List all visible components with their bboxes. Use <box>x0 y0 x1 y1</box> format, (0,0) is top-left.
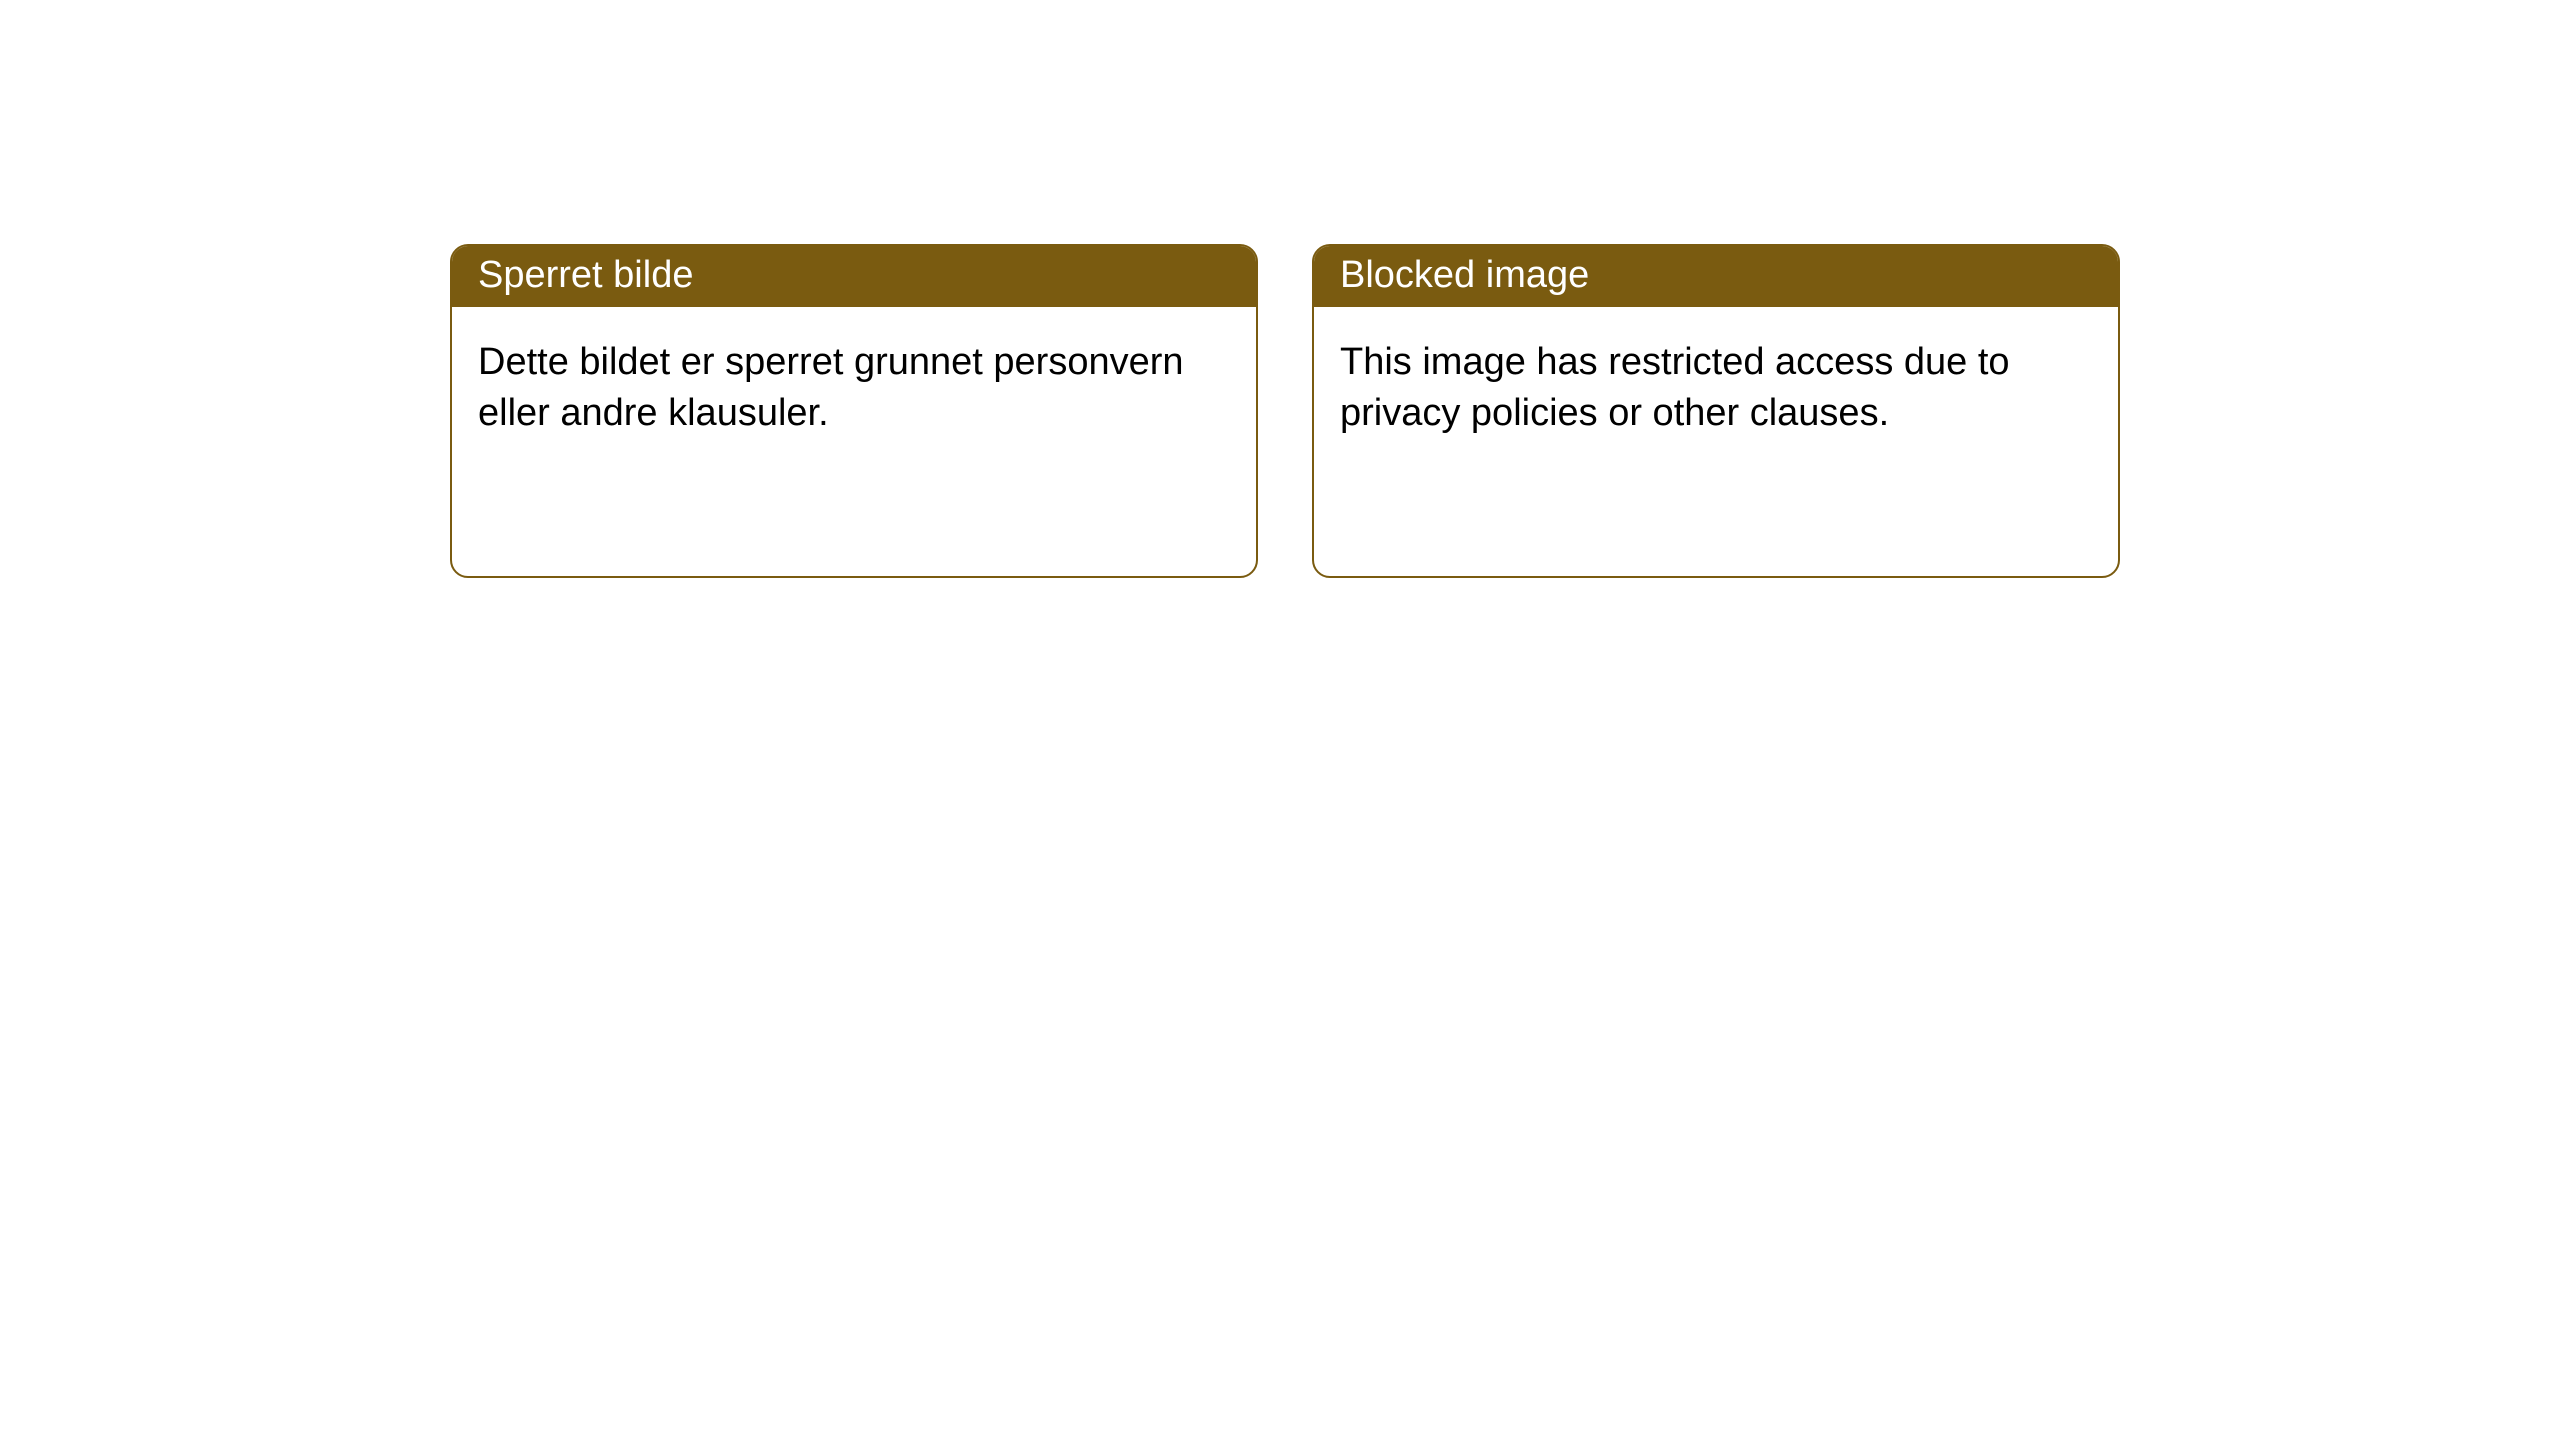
notice-card-english: Blocked image This image has restricted … <box>1312 244 2120 578</box>
notice-header: Sperret bilde <box>452 246 1256 307</box>
notice-body: Dette bildet er sperret grunnet personve… <box>452 307 1256 470</box>
notice-container: Sperret bilde Dette bildet er sperret gr… <box>0 0 2560 578</box>
notice-card-norwegian: Sperret bilde Dette bildet er sperret gr… <box>450 244 1258 578</box>
notice-body: This image has restricted access due to … <box>1314 307 2118 470</box>
notice-header: Blocked image <box>1314 246 2118 307</box>
